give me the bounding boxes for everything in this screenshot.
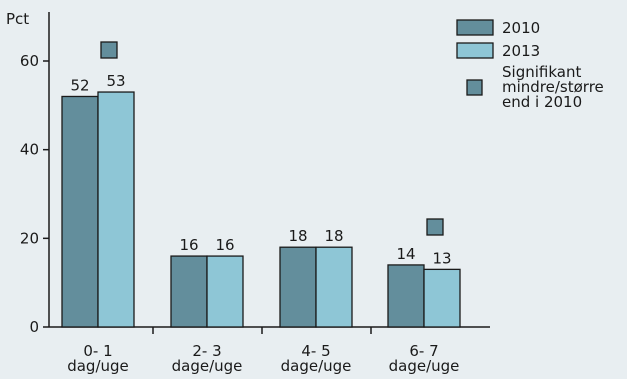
- y-tick-label: 20: [20, 229, 39, 247]
- bar-2013: [97, 91, 135, 328]
- data-label: 14: [396, 245, 415, 263]
- axes: Pct 0 20 40 60 0- 1 dag/uge 2- 3 dage/uge 4- 5 dag…: [6, 10, 490, 375]
- y-tick-label: 0: [29, 318, 39, 336]
- data-label: 18: [288, 227, 307, 245]
- significance-markers: [100, 41, 444, 236]
- data-label: 53: [106, 72, 125, 90]
- legend-swatch-2010: [456, 19, 494, 36]
- legend-marker-label: Signifikant mindre/større end i 2010: [502, 63, 604, 111]
- bar-2013: [423, 268, 461, 328]
- bar-2010: [170, 255, 208, 328]
- data-label: 52: [70, 76, 89, 94]
- legend-swatch-2013: [456, 42, 494, 59]
- x-category-label: 6- 7 dage/uge: [389, 342, 460, 375]
- data-label: 18: [324, 227, 343, 245]
- bar-2010: [387, 264, 425, 328]
- bar-2013: [315, 246, 353, 328]
- x-category-label: 2- 3 dage/uge: [172, 342, 243, 375]
- data-labels: 52 16 18 14 53 16 18 13: [70, 72, 451, 267]
- data-label: 13: [432, 249, 451, 267]
- significance-marker: [426, 218, 444, 236]
- data-label: 16: [215, 236, 234, 254]
- y-tick-label: 40: [20, 141, 39, 159]
- data-label: 16: [179, 236, 198, 254]
- legend-marker-swatch: [466, 79, 483, 96]
- bar-2013: [206, 255, 244, 328]
- bar-2010: [61, 95, 99, 328]
- bars: [61, 91, 461, 328]
- x-category-label: 0- 1 dag/uge: [67, 342, 129, 375]
- legend: 2010 2013 Signifikant mindre/større end i 20…: [456, 19, 604, 111]
- y-axis-title: Pct: [6, 10, 29, 28]
- bar-2010: [279, 246, 317, 328]
- x-category-label: 4- 5 dage/uge: [281, 342, 352, 375]
- legend-label: 2010: [502, 19, 540, 37]
- legend-label: 2013: [502, 42, 540, 60]
- y-tick-label: 60: [20, 52, 39, 70]
- significance-marker: [100, 41, 118, 59]
